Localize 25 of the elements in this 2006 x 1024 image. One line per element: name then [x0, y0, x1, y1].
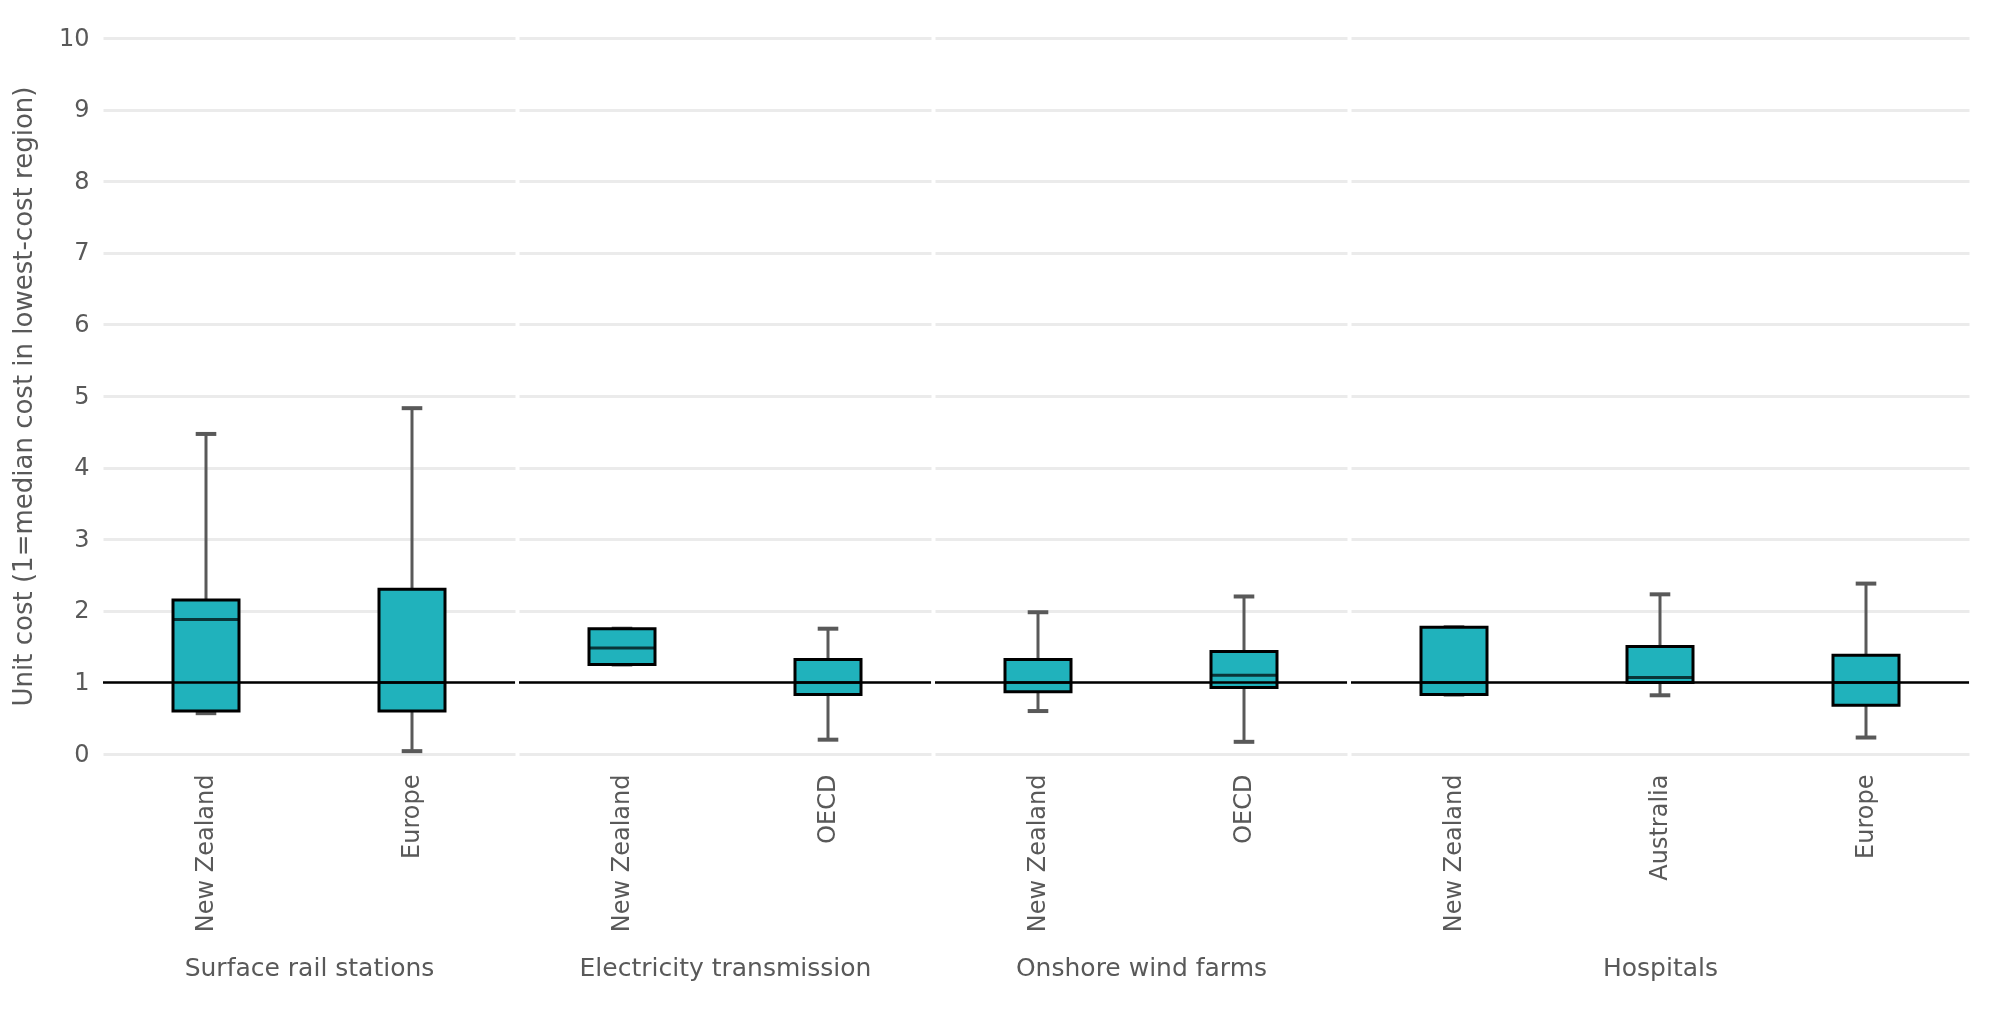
y-tick-label: 5 — [74, 381, 90, 410]
x-tick-label: Europe — [397, 774, 425, 859]
y-tick-label: 1 — [74, 667, 90, 696]
y-tick-label: 4 — [74, 453, 90, 482]
y-tick-label: 7 — [74, 238, 90, 267]
x-tick-label: Europe — [1851, 774, 1879, 859]
x-tick-label: OECD — [1229, 774, 1257, 844]
x-axis-title: Electricity transmission — [579, 953, 872, 983]
x-axis-title: Hospitals — [1602, 953, 1719, 983]
y-tick-label: 10 — [58, 23, 90, 52]
y-tick-label: 3 — [74, 524, 90, 553]
x-tick-label: New Zealand — [1023, 774, 1051, 933]
x-tick-label: OECD — [813, 774, 841, 844]
x-axis-title: Surface rail stations — [184, 953, 435, 983]
x-tick-label: Australia — [1645, 774, 1673, 881]
y-axis-title: Unit cost (1=median cost in lowest-cost region) — [7, 86, 38, 707]
x-tick-label: New Zealand — [607, 774, 635, 933]
y-tick-label: 9 — [74, 95, 90, 124]
y-tick-label: 0 — [74, 739, 90, 768]
y-tick-label: 8 — [74, 166, 90, 195]
x-tick-label: New Zealand — [1439, 774, 1467, 933]
y-tick-label: 6 — [74, 309, 90, 338]
x-tick-label: New Zealand — [191, 774, 219, 933]
x-axis-title: Onshore wind farms — [1015, 953, 1268, 983]
y-tick-label: 2 — [74, 596, 90, 625]
